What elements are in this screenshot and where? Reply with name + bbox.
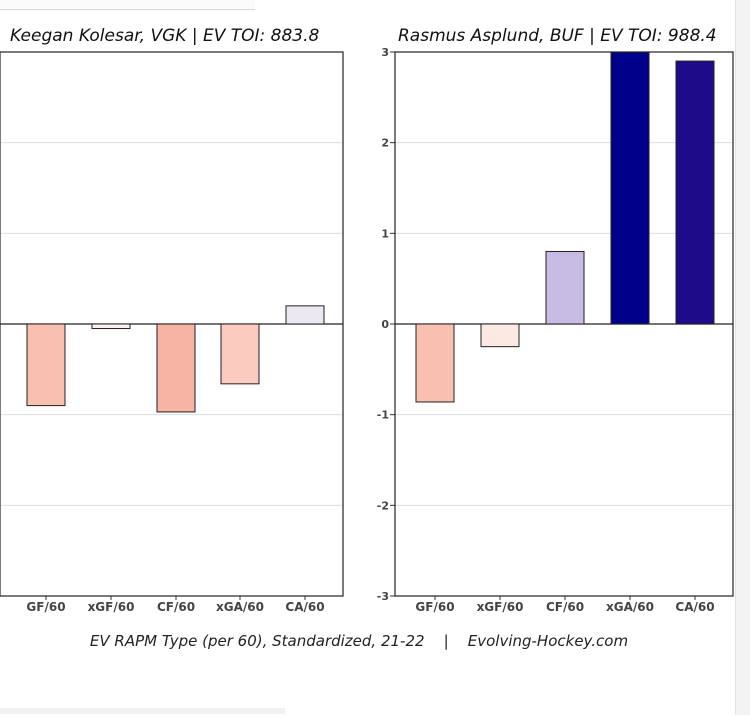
right-edge-strip [735,0,750,715]
chart-title-2: Rasmus Asplund, BUF | EV TOI: 988.4 [398,26,717,46]
y-tick-label: 3 [381,46,389,59]
bar-cf-60 [545,250,585,325]
top-crop-bar [0,0,255,10]
y-tick-label: -3 [377,590,389,603]
bar-xgf-60 [480,323,520,348]
x-tick-label: GF/60 [26,600,65,614]
x-tick-label: CA/60 [285,600,324,614]
plot-frame [394,51,734,597]
x-tick-label: CF/60 [157,600,195,614]
x-tick-label: GF/60 [415,600,454,614]
x-tick-label: CA/60 [675,600,714,614]
bottom-crop-bar [0,708,285,714]
plot-frame [0,51,344,597]
bar-gf-60 [415,323,455,403]
x-tick-label: xGA/60 [606,600,654,614]
y-tick-label: 0 [381,318,389,331]
bar-xga-60 [220,323,260,385]
y-tick-label: -1 [377,409,389,422]
bar-ca-60 [285,305,325,325]
figure-footer: EV RAPM Type (per 60), Standardized, 21-… [89,632,629,650]
y-tick-label: 2 [381,137,389,150]
bar-ca-60 [675,60,715,325]
x-tick-label: CF/60 [546,600,584,614]
bar-xgf-60 [91,323,131,330]
chart-title-1: Keegan Kolesar, VGK | EV TOI: 883.8 [10,26,320,46]
y-tick-label: -2 [377,499,389,512]
x-tick-label: xGF/60 [88,600,135,614]
y-tick-label: 1 [381,227,389,240]
x-tick-label: xGF/60 [477,600,524,614]
bar-xga-60 [610,51,650,325]
bar-cf-60 [156,323,196,413]
bar-gf-60 [26,323,66,407]
x-tick-label: xGA/60 [216,600,264,614]
